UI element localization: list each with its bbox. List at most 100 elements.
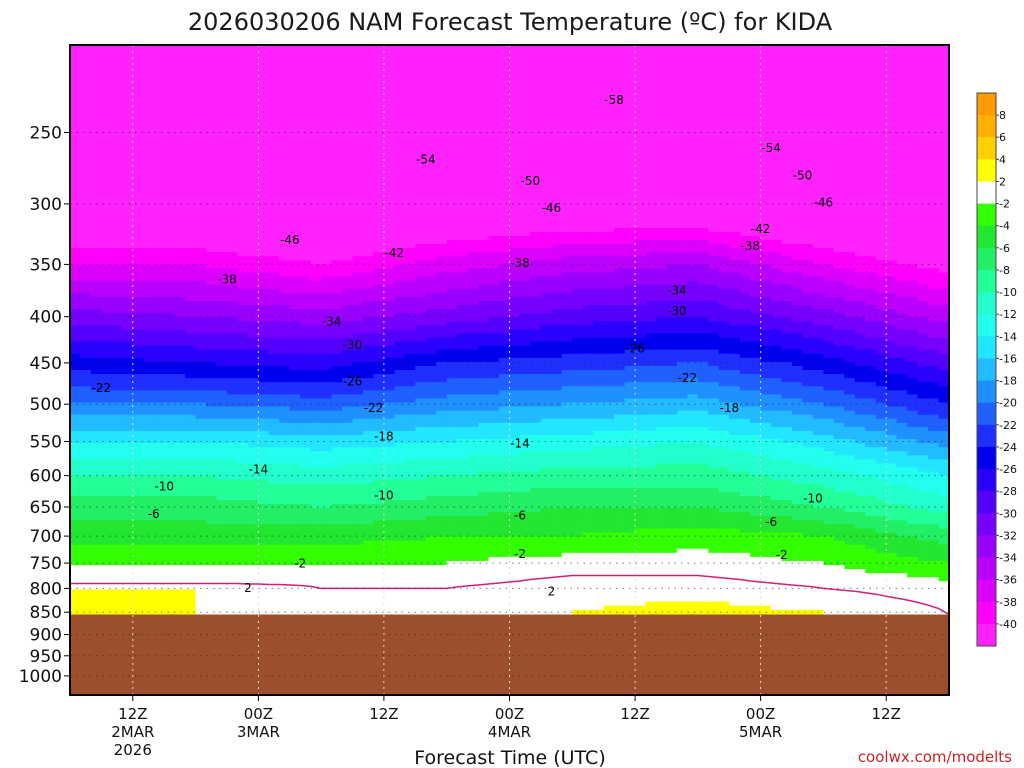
temperature-cell [101, 337, 113, 343]
temperature-cell [206, 187, 218, 192]
temperature-cell [164, 97, 176, 103]
temperature-cell [164, 540, 176, 546]
temperature-cell [363, 491, 375, 497]
temperature-cell [132, 219, 144, 225]
temperature-cell [206, 191, 218, 196]
temperature-cell [101, 130, 113, 135]
temperature-cell [185, 337, 197, 343]
temperature-cell [289, 430, 301, 436]
temperature-cell [226, 284, 239, 290]
temperature-cell [342, 447, 354, 452]
temperature-cell [153, 317, 165, 322]
temperature-cell [90, 487, 102, 493]
temperature-cell [70, 231, 82, 237]
temperature-cell [153, 97, 165, 103]
temperature-cell [279, 49, 291, 54]
temperature-cell [90, 422, 102, 428]
temperature-cell [321, 577, 333, 582]
temperature-cell [331, 398, 343, 404]
temperature-cell [237, 248, 249, 253]
temperature-cell [383, 374, 395, 379]
temperature-cell [363, 447, 375, 452]
temperature-cell [153, 589, 165, 595]
temperature-cell [300, 256, 312, 261]
temperature-cell [383, 508, 395, 513]
temperature-cell [174, 577, 186, 582]
temperature-cell [216, 93, 228, 99]
temperature-cell [101, 512, 113, 517]
temperature-cell [321, 556, 333, 562]
temperature-cell [289, 260, 301, 265]
temperature-cell [153, 260, 165, 265]
temperature-cell [331, 479, 343, 485]
temperature-cell [289, 467, 301, 473]
temperature-cell [321, 357, 333, 363]
temperature-cell [258, 231, 270, 237]
temperature-cell [143, 61, 155, 66]
temperature-cell [258, 183, 270, 188]
temperature-cell [289, 471, 301, 477]
temperature-cell [383, 81, 395, 87]
temperature-cell [153, 435, 165, 440]
temperature-cell [80, 199, 92, 205]
temperature-cell [300, 532, 312, 538]
temperature-cell [394, 146, 406, 152]
temperature-cell [352, 219, 364, 225]
temperature-cell [331, 528, 343, 534]
temperature-cell [70, 244, 82, 249]
temperature-cell [300, 235, 312, 241]
temperature-cell [164, 353, 176, 359]
temperature-cell [122, 272, 134, 278]
temperature-cell [310, 463, 322, 469]
temperature-cell [258, 556, 270, 562]
temperature-cell [185, 252, 197, 257]
temperature-cell [195, 321, 207, 326]
plot-area [70, 45, 949, 695]
temperature-cell [174, 585, 186, 590]
temperature-cell [373, 378, 385, 383]
temperature-cell [247, 101, 259, 107]
temperature-cell [174, 101, 186, 107]
temperature-cell [153, 49, 165, 54]
temperature-cell [279, 207, 291, 213]
temperature-cell [226, 378, 239, 383]
temperature-cell [132, 211, 144, 217]
temperature-cell [216, 231, 228, 237]
temperature-cell [185, 524, 197, 530]
temperature-cell [226, 162, 239, 168]
temperature-cell [143, 532, 155, 538]
temperature-cell [321, 524, 333, 530]
temperature-cell [383, 284, 395, 290]
temperature-cell [70, 264, 82, 270]
temperature-cell [289, 49, 301, 54]
temperature-cell [331, 418, 343, 424]
temperature-cell [101, 65, 113, 70]
temperature-cell [394, 45, 406, 50]
temperature-cell [310, 394, 322, 400]
temperature-cell [342, 118, 354, 123]
temperature-cell [164, 93, 176, 99]
temperature-cell [111, 524, 123, 530]
temperature-cell [373, 126, 385, 131]
temperature-cell [300, 349, 312, 355]
temperature-cell [143, 211, 155, 217]
temperature-cell [226, 605, 239, 611]
temperature-cell [342, 264, 354, 270]
temperature-cell [383, 69, 395, 75]
temperature-cell [90, 390, 102, 395]
temperature-cell [373, 296, 385, 302]
temperature-cell [258, 73, 270, 79]
temperature-cell [122, 69, 134, 75]
temperature-cell [394, 150, 406, 156]
temperature-cell [363, 353, 375, 359]
temperature-cell [101, 118, 113, 123]
temperature-cell [132, 268, 144, 274]
temperature-cell [300, 447, 312, 452]
temperature-cell [383, 207, 395, 213]
temperature-cell [70, 101, 82, 107]
temperature-cell [122, 333, 134, 339]
temperature-cell [342, 183, 354, 188]
temperature-cell [289, 495, 301, 501]
temperature-cell [111, 597, 123, 603]
temperature-cell [70, 605, 82, 611]
